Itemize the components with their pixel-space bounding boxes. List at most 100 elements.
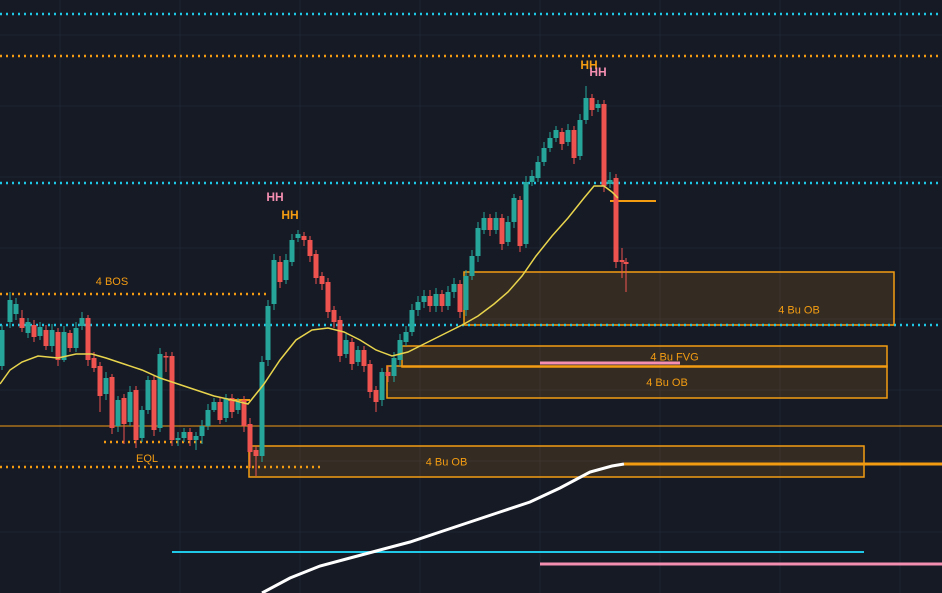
candle-body-31 xyxy=(187,432,193,440)
candle-body-82 xyxy=(493,218,499,230)
candle-body-46 xyxy=(277,262,283,282)
candle-body-92 xyxy=(553,130,559,138)
candle-body-47 xyxy=(283,260,289,280)
candle-body-56 xyxy=(337,320,343,356)
candle-body-100 xyxy=(601,104,607,186)
zone-label-0: 4 Bu OB xyxy=(778,305,820,317)
candle-body-13 xyxy=(79,318,85,326)
candle-body-22 xyxy=(133,390,139,440)
level-lines xyxy=(0,12,942,566)
candle-body-33 xyxy=(199,426,205,436)
candle-body-104 xyxy=(623,262,629,264)
candle-body-81 xyxy=(487,218,493,230)
candle-body-0 xyxy=(0,330,5,366)
candle-body-3 xyxy=(19,318,25,328)
candle-body-26 xyxy=(157,354,163,428)
zone-box-2 xyxy=(386,365,888,399)
zone-label-3: 4 Bu OB xyxy=(426,457,468,469)
zone-box-0 xyxy=(463,271,895,326)
candle-body-87 xyxy=(523,182,529,244)
candle-body-65 xyxy=(391,358,397,376)
candle-body-75 xyxy=(451,284,457,292)
candle-body-14 xyxy=(85,318,91,360)
candle-body-58 xyxy=(349,342,355,364)
candle-body-96 xyxy=(577,120,583,156)
candle-body-45 xyxy=(271,260,277,304)
candle-body-54 xyxy=(325,282,331,312)
candle-body-50 xyxy=(301,236,307,240)
annotation-1: EQL xyxy=(136,453,158,465)
candle-body-34 xyxy=(205,410,211,426)
candle-body-86 xyxy=(517,200,523,246)
candle-body-103 xyxy=(619,260,625,262)
annotation-5: HH xyxy=(589,65,606,79)
candle-body-38 xyxy=(229,398,235,412)
candle-body-20 xyxy=(121,398,127,424)
candle-body-71 xyxy=(427,296,433,306)
candle-body-12 xyxy=(73,328,79,348)
candle-body-93 xyxy=(559,132,565,144)
zone-label-1: 4 Bu FVG xyxy=(650,352,698,364)
candle-body-99 xyxy=(595,104,601,108)
candle-body-43 xyxy=(259,362,265,456)
candle-body-49 xyxy=(295,234,301,238)
candle-body-19 xyxy=(115,400,121,426)
candle-body-1 xyxy=(7,300,13,322)
candle-body-67 xyxy=(403,332,409,342)
candle-body-61 xyxy=(367,364,373,392)
candle-body-52 xyxy=(313,254,319,278)
candle-body-55 xyxy=(331,310,337,322)
candle-body-17 xyxy=(103,378,109,394)
candle-body-62 xyxy=(373,390,379,402)
candle-body-51 xyxy=(307,240,313,256)
candle-body-76 xyxy=(457,284,463,312)
candle-body-57 xyxy=(343,340,349,354)
candle-body-16 xyxy=(97,366,103,396)
candle-body-89 xyxy=(535,162,541,178)
candle-body-66 xyxy=(397,340,403,360)
candle-body-18 xyxy=(109,377,115,428)
candle-body-90 xyxy=(541,148,547,162)
candle-body-40 xyxy=(241,400,247,426)
candlestick-series xyxy=(0,86,629,476)
candle-body-78 xyxy=(469,256,475,276)
ema-fast-line xyxy=(0,185,619,405)
candle-body-4 xyxy=(25,322,31,333)
candle-body-95 xyxy=(571,130,577,158)
candle-body-91 xyxy=(547,138,553,148)
candle-body-5 xyxy=(31,325,37,337)
candle-body-32 xyxy=(193,436,199,440)
ema-slow-line xyxy=(261,462,625,593)
candle-body-80 xyxy=(481,218,487,230)
candle-body-63 xyxy=(379,372,385,400)
candle-body-73 xyxy=(439,294,445,306)
candle-body-83 xyxy=(499,218,505,244)
candle-body-35 xyxy=(211,402,217,410)
candle-body-15 xyxy=(91,358,97,368)
candle-body-24 xyxy=(145,380,151,410)
candle-body-97 xyxy=(583,98,589,120)
zone-box-3 xyxy=(248,445,865,478)
candle-body-27 xyxy=(163,356,169,358)
candle-body-21 xyxy=(127,392,133,422)
candle-body-53 xyxy=(319,276,325,284)
candle-body-70 xyxy=(421,296,427,302)
candle-body-11 xyxy=(67,333,73,348)
candle-body-48 xyxy=(289,240,295,262)
candle-body-41 xyxy=(247,424,253,452)
candle-body-44 xyxy=(265,306,271,360)
candle-body-23 xyxy=(139,410,145,438)
candle-body-69 xyxy=(415,302,421,310)
candle-body-79 xyxy=(475,228,481,256)
candle-body-25 xyxy=(151,380,157,430)
moving-average-lines xyxy=(0,185,625,593)
candle-body-94 xyxy=(565,130,571,142)
candle-body-37 xyxy=(223,398,229,418)
candle-body-64 xyxy=(385,372,391,376)
candle-body-9 xyxy=(55,332,61,360)
annotation-4: HH xyxy=(580,58,597,72)
candle-body-36 xyxy=(217,402,223,420)
